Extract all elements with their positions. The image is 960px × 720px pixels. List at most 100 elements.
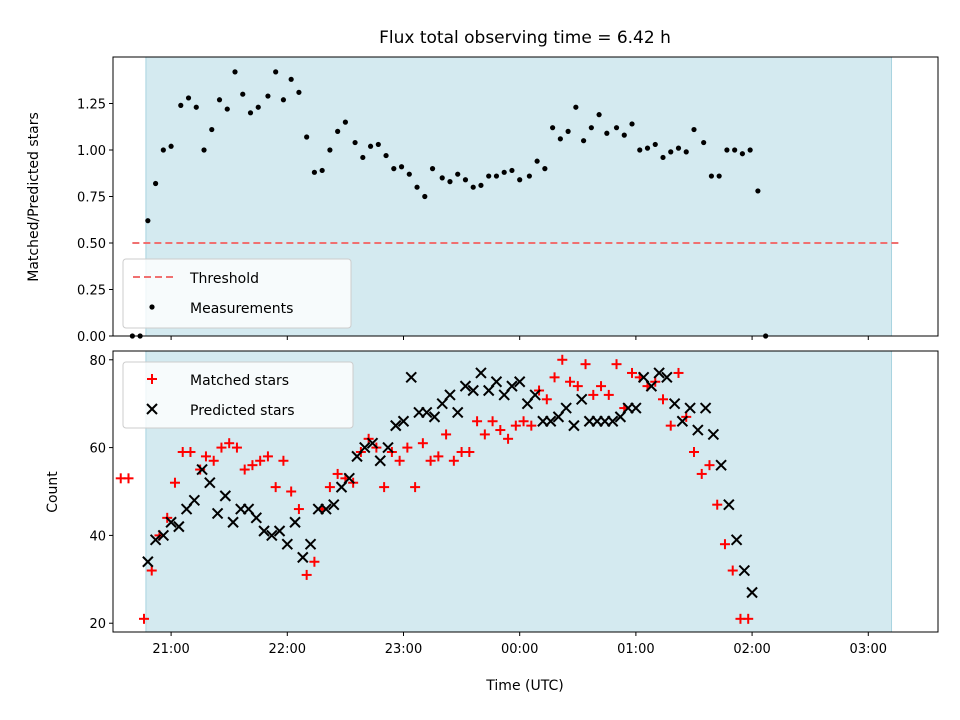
measurement-point xyxy=(493,173,500,179)
predicted-star-point xyxy=(560,402,572,414)
x-tick-label: 00:00 xyxy=(501,642,538,657)
measurement-point xyxy=(160,147,166,153)
matched-star-point xyxy=(580,359,591,370)
matched-star-point xyxy=(324,482,335,493)
predicted-star-point xyxy=(475,367,487,379)
predicted-star-point xyxy=(529,389,541,401)
legend-matched-label: Matched stars xyxy=(190,373,289,389)
matched-star-point xyxy=(549,372,560,383)
top-y-ticks: 0.00 0.25 0.50 0.75 1.00 1.25 xyxy=(77,98,113,345)
measurement-point xyxy=(288,76,294,82)
legend-measurements-label: Measurements xyxy=(190,301,293,317)
matched-star-point xyxy=(394,455,405,466)
predicted-star-point xyxy=(444,389,456,401)
predicted-star-point xyxy=(142,556,154,568)
measurement-point xyxy=(613,125,620,131)
predicted-star-point xyxy=(428,411,441,423)
matched-star-point xyxy=(464,446,475,457)
measurement-point xyxy=(383,152,389,159)
top-y-tick-label: 0.50 xyxy=(77,237,106,252)
predicted-star-point xyxy=(421,406,433,419)
predicted-star-point xyxy=(653,367,665,379)
measurement-point xyxy=(232,69,238,75)
predicted-star-point xyxy=(513,376,526,388)
measurement-point xyxy=(501,169,507,175)
matched-star-point xyxy=(123,473,134,484)
x-tick-label: 03:00 xyxy=(850,642,887,657)
measurement-point xyxy=(255,104,261,110)
predicted-star-point xyxy=(165,516,177,528)
measurement-point xyxy=(145,218,151,224)
bottom-panel: 20 40 60 80 21:00 22:00 23:00 00:00 01:00 02:00 0… xyxy=(45,350,939,694)
measurement-point xyxy=(429,166,436,172)
measurement-point xyxy=(304,134,310,140)
matched-star-point xyxy=(588,389,599,400)
measurement-point xyxy=(193,104,199,110)
measurement-point xyxy=(273,69,279,75)
matched-star-point xyxy=(247,460,258,471)
legend-measurements-swatch xyxy=(149,304,155,310)
x-tick-label: 22:00 xyxy=(269,642,306,657)
matched-star-point xyxy=(448,455,459,466)
x-tick-label: 23:00 xyxy=(385,642,422,657)
matched-star-point xyxy=(224,438,235,449)
legend-matched-swatch xyxy=(147,374,157,384)
measurement-point xyxy=(398,164,405,170)
chart-title: Flux total observing time = 6.42 h xyxy=(379,28,671,48)
measurement-point xyxy=(675,145,682,151)
bottom-y-tick-label: 60 xyxy=(89,442,106,457)
predicted-star-point xyxy=(746,586,758,599)
matched-star-point xyxy=(417,438,428,449)
measurement-point xyxy=(335,128,341,134)
measurement-point xyxy=(588,125,594,131)
measurement-point xyxy=(240,91,246,97)
matched-star-point xyxy=(138,613,149,624)
measurement-point xyxy=(637,147,643,153)
measurement-point xyxy=(573,104,579,110)
matched-star-point xyxy=(293,504,304,515)
predicted-star-point xyxy=(676,415,689,427)
matched-star-point xyxy=(278,455,289,466)
predicted-star-point xyxy=(289,516,301,528)
matched-star-point xyxy=(208,455,219,466)
measurement-point xyxy=(486,173,492,179)
measurement-point xyxy=(153,180,159,187)
matched-star-point xyxy=(665,420,676,431)
predicted-star-point xyxy=(258,525,270,537)
measurement-point xyxy=(216,97,223,103)
predicted-star-point xyxy=(196,463,208,476)
predicted-star-point xyxy=(204,477,216,489)
predicted-star-point xyxy=(149,534,162,546)
matched-star-point xyxy=(743,613,754,624)
measurement-point xyxy=(755,188,761,194)
matched-star-point xyxy=(433,451,444,462)
bottom-y-tick-label: 80 xyxy=(89,354,106,369)
measurement-point xyxy=(550,125,556,131)
measurement-point xyxy=(168,143,174,149)
predicted-star-point xyxy=(575,393,588,406)
matched-star-point xyxy=(541,394,552,405)
measurement-point xyxy=(201,147,207,153)
x-axis-title: Time (UTC) xyxy=(485,678,563,694)
matched-star-point xyxy=(402,442,413,453)
matched-star-point xyxy=(495,425,506,436)
predicted-star-point xyxy=(459,380,472,392)
predicted-star-point xyxy=(273,525,286,537)
matched-star-point xyxy=(503,433,514,444)
predicted-star-point xyxy=(405,371,417,384)
bottom-plot-frame xyxy=(112,350,939,633)
x-tick-label: 21:00 xyxy=(152,642,189,657)
bottom-y-ticks: 20 40 60 80 xyxy=(89,354,113,632)
measurement-point xyxy=(739,151,746,157)
matched-star-point xyxy=(696,468,707,479)
measurement-point xyxy=(580,138,587,144)
predicted-star-point xyxy=(645,380,658,392)
top-marks xyxy=(129,69,902,339)
predicted-star-point xyxy=(490,376,503,388)
matched-star-point xyxy=(270,482,281,493)
measurement-point xyxy=(542,166,548,172)
predicted-star-point xyxy=(328,498,340,511)
bottom-x-ticks: 21:00 22:00 23:00 00:00 01:00 02:00 03:00 xyxy=(152,632,887,657)
measurement-point xyxy=(391,166,397,172)
predicted-star-point xyxy=(568,419,580,432)
